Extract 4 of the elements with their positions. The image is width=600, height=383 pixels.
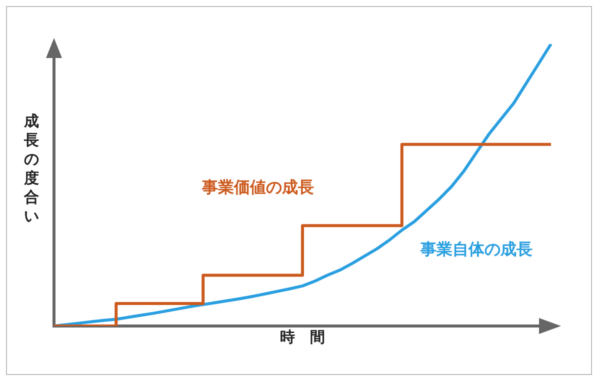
series-label: 事業価値の成長: [202, 177, 314, 198]
series-label: 事業自体の成長: [420, 239, 532, 260]
y-axis-title: 成長の度合い: [24, 112, 40, 226]
x-axis-title: 時 間: [280, 328, 325, 347]
